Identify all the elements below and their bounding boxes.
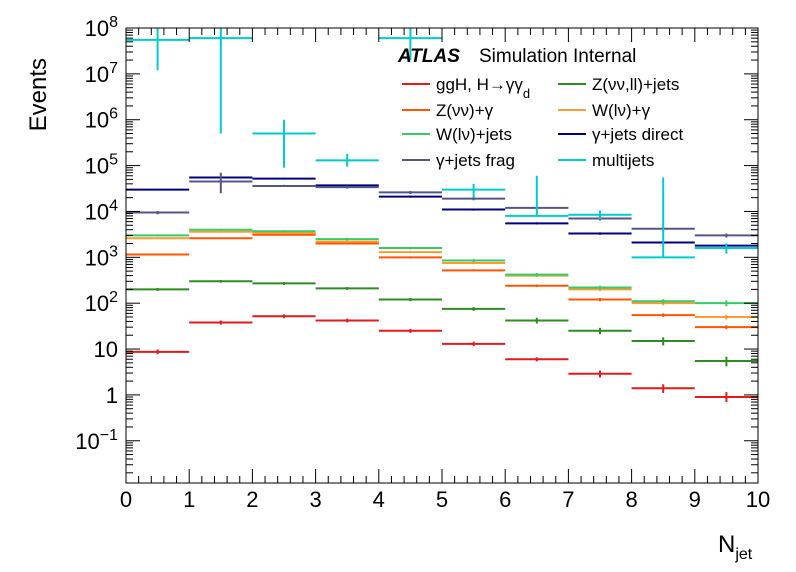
y-tick-label: 1 [106, 383, 118, 408]
y-tick-base: 10 [85, 199, 109, 224]
y-tick-base: 10 [85, 245, 109, 270]
y-tick-base: 10 [85, 108, 109, 133]
y-tick-base: 10 [85, 16, 109, 41]
series [126, 28, 758, 254]
x-tick-label: 5 [436, 487, 448, 512]
atlas-label-subtitle: Simulation Internal [479, 46, 636, 67]
y-tick-exponent: 6 [109, 106, 118, 123]
legend-label: Z(νν)+γ [436, 101, 494, 120]
legend-label-main: multijets [592, 151, 654, 170]
y-tick-base: 10 [85, 291, 109, 316]
atlas-label: ATLAS Simulation Internal [397, 46, 636, 67]
legend-entry: multijets [558, 151, 654, 170]
y-tick-label: 106 [85, 106, 118, 133]
y-tick-label: 103 [85, 243, 118, 270]
y-tick-exponent: 8 [109, 14, 118, 31]
legend-label: ggH, H→γγd [436, 75, 530, 101]
legend-label: Z(νν,ll)+jets [592, 75, 679, 94]
legend-label-main: W(lν)+γ [592, 101, 651, 120]
legend-entry: Z(νν,ll)+jets [558, 75, 679, 94]
y-tick-exponent: 2 [109, 289, 118, 306]
x-tick-label: 6 [499, 487, 511, 512]
y-tick-label: 102 [85, 289, 118, 316]
y-tick-base: 10 [85, 62, 109, 87]
legend-label-main: γ+jets frag [436, 151, 515, 170]
x-tick-label: 4 [373, 487, 385, 512]
legend-label-sub: d [523, 86, 530, 101]
x-tick-label: 0 [120, 487, 132, 512]
y-tick-label: 10 [94, 337, 118, 362]
legend-entry: Z(νν)+γ [402, 101, 494, 120]
y-tick-base: 10 [85, 154, 109, 179]
legend-label-main: γ+jets direct [592, 125, 683, 144]
legend-entry: W(lν)+jets [402, 125, 512, 144]
y-tick-exponent: 3 [109, 243, 118, 260]
x-tick-label: 3 [309, 487, 321, 512]
series [126, 280, 758, 367]
x-tick-label: 1 [183, 487, 195, 512]
x-tick-label: 8 [625, 487, 637, 512]
legend-label-main: Z(νν,ll)+jets [592, 75, 679, 94]
x-tick-label: 9 [689, 487, 701, 512]
legend-label: γ+jets direct [592, 125, 683, 144]
series [378, 28, 695, 259]
legend-label-main: Z(νν)+γ [436, 101, 494, 120]
y-tick-exponent: 4 [109, 197, 118, 214]
y-tick-label: 10−1 [75, 427, 118, 454]
legend-label-main: W(lν)+jets [436, 125, 512, 144]
y-tick-label: 108 [85, 14, 118, 41]
data-layer [126, 28, 758, 403]
legend: ggH, H→γγd Z(νν,ll)+jets Z(νν)+γ W(lν)+γ W(l… [402, 75, 683, 170]
legend-label: γ+jets frag [436, 151, 515, 170]
legend-entry: γ+jets direct [558, 125, 683, 144]
series [126, 314, 758, 403]
x-tick-label: 7 [562, 487, 574, 512]
y-tick-label: 105 [85, 152, 118, 179]
y-tick-exponent: 7 [109, 60, 118, 77]
y-tick-exponent: 5 [109, 152, 118, 169]
legend-label: multijets [592, 151, 654, 170]
legend-label: W(lν)+jets [436, 125, 512, 144]
x-tick-label: 10 [746, 487, 770, 512]
x-tick-label: 2 [246, 487, 258, 512]
legend-entry: W(lν)+γ [558, 101, 651, 120]
y-tick-label: 107 [85, 60, 118, 87]
legend-entry: γ+jets frag [402, 151, 515, 170]
atlas-label-experiment: ATLAS [397, 46, 460, 67]
y-tick-base: 10 [75, 429, 99, 454]
y-tick-exponent: −1 [100, 427, 118, 444]
y-tick-label: 104 [85, 197, 118, 224]
x-axis-title: Njet [718, 531, 753, 563]
axis-ticks [125, 27, 759, 483]
legend-entry: ggH, H→γγd [402, 75, 530, 101]
legend-label-main: ggH, H→γγ [436, 75, 523, 94]
series [126, 233, 758, 330]
x-axis-title-main: N [718, 531, 735, 558]
series [126, 228, 758, 307]
x-axis-title-sub: jet [734, 546, 752, 563]
y-axis-title: Events [25, 58, 52, 131]
legend-label: W(lν)+γ [592, 101, 651, 120]
